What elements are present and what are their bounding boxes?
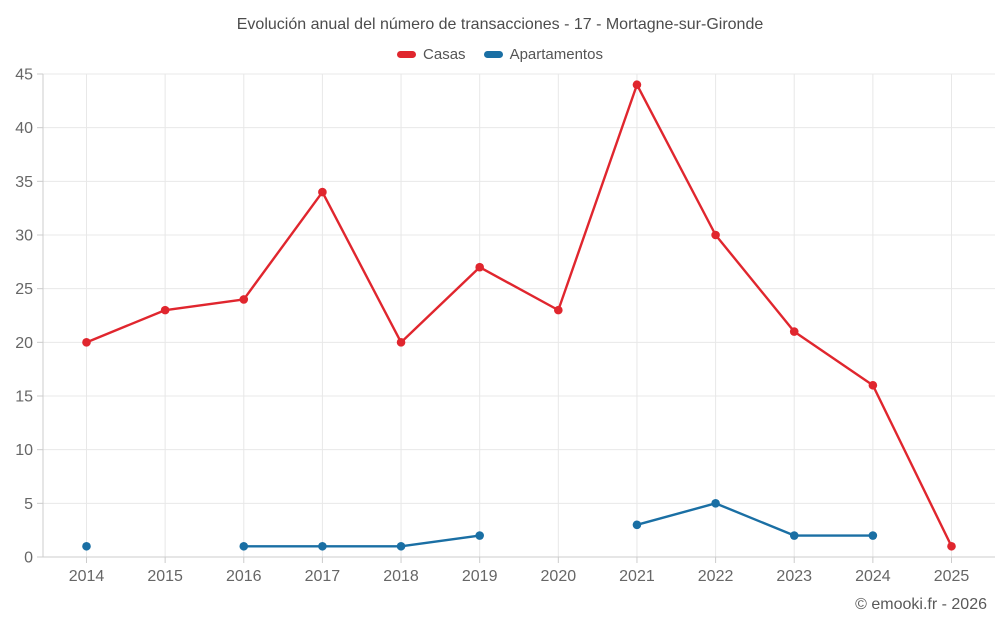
legend-label-casas: Casas: [423, 46, 466, 63]
x-tick-label: 2016: [226, 568, 262, 585]
series-casas: [82, 80, 956, 551]
x-axis-labels: 2014 2015 2016 2017 2018 2019 2020 2021 2022 2023…: [69, 568, 970, 585]
y-tick-label: 10: [15, 442, 33, 459]
grid-lines: [43, 73, 995, 557]
data-point-apartamentos: [318, 541, 327, 551]
data-point-casas: [82, 338, 91, 347]
y-tick-label: 45: [15, 67, 33, 84]
data-point-apartamentos: [632, 520, 642, 530]
x-tick-label: 2018: [383, 568, 419, 585]
y-tick-label: 20: [15, 335, 33, 352]
y-tick-label: 30: [15, 228, 33, 245]
data-point-casas: [396, 338, 406, 347]
data-point-casas: [554, 305, 563, 315]
y-tick-label: 40: [15, 120, 33, 137]
chart-title: Evolución anual del número de transaccio…: [236, 16, 764, 33]
data-point-casas: [632, 80, 642, 90]
x-tick-label: 2023: [776, 568, 812, 585]
data-point-casas: [868, 380, 878, 390]
data-point-apartamentos: [789, 531, 799, 540]
data-point-casas: [239, 295, 249, 304]
series-apartamentos: [82, 499, 878, 551]
y-axis-labels: 0 5 10 15 20 25 30 35 40 45: [15, 67, 33, 567]
data-point-casas: [789, 327, 799, 336]
legend-label-apartamentos: Apartamentos: [509, 46, 603, 63]
data-point-apartamentos: [475, 531, 484, 540]
x-tick-label: 2017: [305, 568, 341, 585]
axes: [37, 73, 995, 563]
data-point-apartamentos: [396, 541, 406, 551]
data-point-casas: [160, 305, 170, 315]
y-tick-label: 35: [15, 174, 33, 191]
x-tick-label: 2015: [147, 568, 183, 585]
y-tick-label: 25: [15, 281, 33, 298]
x-tick-label: 2021: [619, 568, 655, 585]
x-tick-label: 2014: [69, 568, 105, 585]
legend-item-casas[interactable]: Casas: [397, 46, 466, 63]
y-tick-label: 15: [15, 389, 33, 406]
data-point-casas: [711, 230, 720, 240]
data-point-apartamentos: [711, 499, 720, 508]
data-point-apartamentos: [82, 541, 91, 551]
data-point-casas: [318, 187, 327, 197]
data-point-apartamentos: [868, 531, 878, 540]
x-tick-label: 2025: [934, 568, 970, 585]
x-tick-label: 2024: [855, 568, 891, 585]
legend-marker-apartamentos-icon: [483, 51, 503, 58]
y-tick-label: 5: [24, 496, 33, 513]
legend-item-apartamentos[interactable]: Apartamentos: [483, 46, 603, 63]
chart-legend: Casas Apartamentos: [0, 46, 1000, 63]
copyright-text: © emooki.fr - 2026: [855, 596, 987, 613]
legend-marker-casas-icon: [397, 51, 417, 58]
data-point-casas: [947, 541, 956, 551]
data-point-apartamentos: [239, 541, 249, 551]
x-tick-label: 2020: [541, 568, 577, 585]
x-tick-label: 2019: [462, 568, 498, 585]
y-tick-label: 0: [24, 550, 33, 567]
data-point-casas: [475, 262, 484, 272]
x-tick-label: 2022: [698, 568, 734, 585]
